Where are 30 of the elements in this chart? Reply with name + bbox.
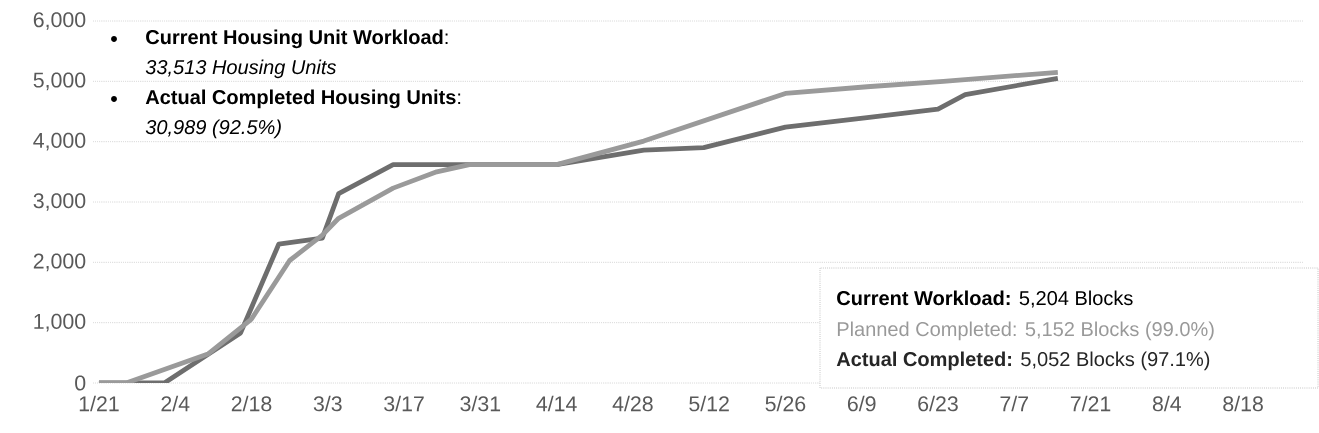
x-tick-label: 4/28 bbox=[612, 395, 653, 412]
y-tick-label: 2,000 bbox=[33, 253, 86, 272]
annotation: Actual Completed Housing Units: bbox=[145, 89, 461, 109]
x-tick-label: 8/4 bbox=[1152, 395, 1182, 412]
x-tick-label: 3/3 bbox=[313, 395, 342, 412]
annotation: Actual Completed: 5,052 Blocks (97.1%) bbox=[836, 351, 1210, 371]
x-tick-label: 7/21 bbox=[1070, 395, 1111, 412]
annotation: 30,989 (92.5%) bbox=[145, 119, 281, 139]
x-tick-label: 5/26 bbox=[765, 395, 806, 412]
x-tick-label: 6/23 bbox=[918, 395, 958, 412]
x-tick-label: 7/7 bbox=[1000, 395, 1028, 412]
x-tick-label: 2/18 bbox=[231, 395, 272, 412]
x-tick-label: 6/9 bbox=[847, 395, 876, 412]
x-tick-label: 3/17 bbox=[384, 395, 424, 412]
x-tick-label: 5/12 bbox=[689, 395, 729, 412]
annotation: 33,513 Housing Units bbox=[145, 59, 337, 79]
annotation: Current Workload: 5,204 Blocks bbox=[837, 290, 1133, 308]
x-tick-label: 1/21 bbox=[79, 395, 119, 412]
annotation: Current Housing Unit Workload: bbox=[146, 29, 448, 49]
y-tick-label: 3,000 bbox=[33, 193, 86, 211]
y-tick-label: 6,000 bbox=[33, 12, 86, 30]
x-tick-label: 3/31 bbox=[460, 395, 501, 412]
x-tick-label: 4/14 bbox=[536, 395, 577, 412]
x-tick-label: 8/18 bbox=[1223, 395, 1263, 412]
y-tick-label: 4,000 bbox=[33, 132, 86, 151]
x-tick-label: 2/4 bbox=[161, 395, 190, 412]
y-tick-label: 0 bbox=[75, 375, 86, 391]
y-tick-label: 1,000 bbox=[34, 313, 86, 332]
y-tick-label: 5,000 bbox=[33, 72, 86, 91]
annotation: Planned Completed: 5,152 Blocks (99.0%) bbox=[837, 321, 1214, 341]
